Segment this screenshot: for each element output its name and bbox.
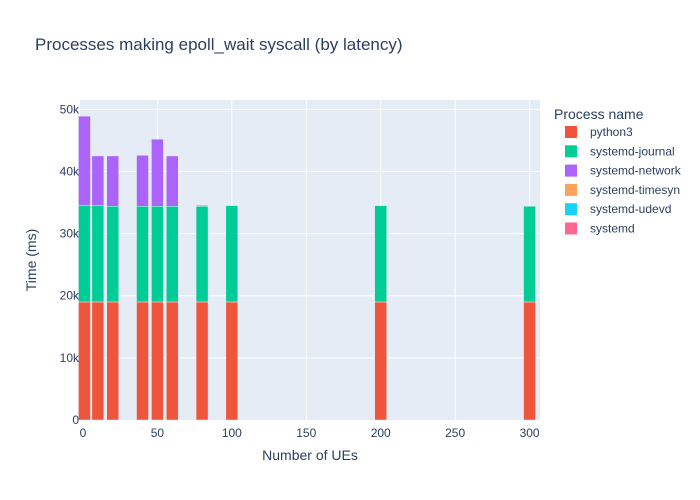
legend-item[interactable]: python3 — [565, 125, 633, 139]
bar-systemd-network — [91, 155, 105, 206]
bar-python3 — [225, 301, 239, 421]
x-tick-label: 200 — [371, 426, 391, 440]
bar-python3 — [374, 301, 387, 421]
bar-python3 — [106, 301, 120, 421]
bar-python3 — [523, 301, 536, 421]
legend: Process name python3 systemd-journal syste… — [554, 106, 682, 236]
x-tick-label: 150 — [296, 426, 316, 440]
bar-python3 — [195, 301, 209, 421]
legend-swatch — [565, 203, 577, 216]
x-tick-label: 300 — [520, 426, 540, 440]
x-tick-label: 100 — [222, 426, 242, 440]
legend-swatch — [565, 222, 577, 235]
legend-label: systemd-journal — [590, 144, 675, 158]
bar-systemd-journal — [166, 206, 179, 303]
bar-systemd-journal — [78, 205, 91, 303]
y-axis-ticks: 0 10k 20k 30k 40k 50k — [60, 102, 80, 427]
bar-systemd-network — [106, 155, 120, 207]
bar-systemd-network — [136, 155, 149, 207]
x-axis-title: Number of UEs — [262, 447, 358, 463]
bars — [78, 115, 536, 421]
legend-item[interactable]: systemd — [565, 222, 635, 236]
legend-swatch — [565, 164, 577, 177]
legend-swatch — [565, 145, 577, 158]
bar-python3 — [166, 301, 179, 421]
legend-label: systemd-timesyn — [590, 183, 680, 197]
bar-systemd — [195, 204, 209, 207]
bar-systemd-network — [78, 115, 91, 206]
bar-python3 — [78, 301, 91, 421]
legend-item[interactable]: systemd-udevd — [565, 202, 671, 216]
chart-title: Processes making epoll_wait syscall (by … — [35, 35, 403, 54]
x-axis-ticks: 0 50 100 150 200 250 300 — [80, 426, 540, 440]
y-axis-title: Time (ms) — [23, 229, 39, 291]
x-tick-label: 50 — [151, 426, 165, 440]
legend-label: systemd — [590, 222, 635, 236]
y-tick-label: 10k — [60, 351, 80, 365]
bar-python3 — [151, 301, 164, 421]
bar-systemd-journal — [374, 205, 387, 303]
bar-systemd-network — [166, 155, 179, 207]
legend-label: python3 — [590, 125, 633, 139]
bar-systemd-journal — [136, 206, 149, 303]
x-tick-label: 0 — [80, 426, 87, 440]
y-tick-label: 50k — [60, 102, 80, 116]
bar-systemd-journal — [106, 206, 120, 303]
x-tick-label: 250 — [445, 426, 465, 440]
plot-area — [80, 100, 540, 420]
y-tick-label: 30k — [60, 227, 80, 241]
bar-systemd-journal — [523, 206, 536, 303]
bar-systemd-journal — [195, 206, 209, 303]
legend-label: systemd-udevd — [590, 202, 671, 216]
legend-item[interactable]: systemd-timesyn — [565, 183, 680, 197]
bar-systemd-journal — [151, 206, 164, 303]
legend-label: systemd-network — [590, 164, 682, 178]
legend-item[interactable]: systemd-network — [565, 164, 682, 178]
legend-title: Process name — [554, 106, 644, 122]
bar-systemd-journal — [225, 205, 239, 303]
legend-swatch — [565, 183, 577, 196]
y-tick-label: 40k — [60, 164, 80, 178]
bar-systemd-network — [151, 138, 164, 207]
y-tick-label: 20k — [60, 289, 80, 303]
bar-systemd-journal — [91, 205, 105, 303]
bar-python3 — [136, 301, 149, 421]
bar-python3 — [91, 301, 105, 421]
y-tick-label: 0 — [72, 413, 79, 427]
legend-item[interactable]: systemd-journal — [565, 144, 675, 158]
legend-swatch — [565, 126, 577, 138]
